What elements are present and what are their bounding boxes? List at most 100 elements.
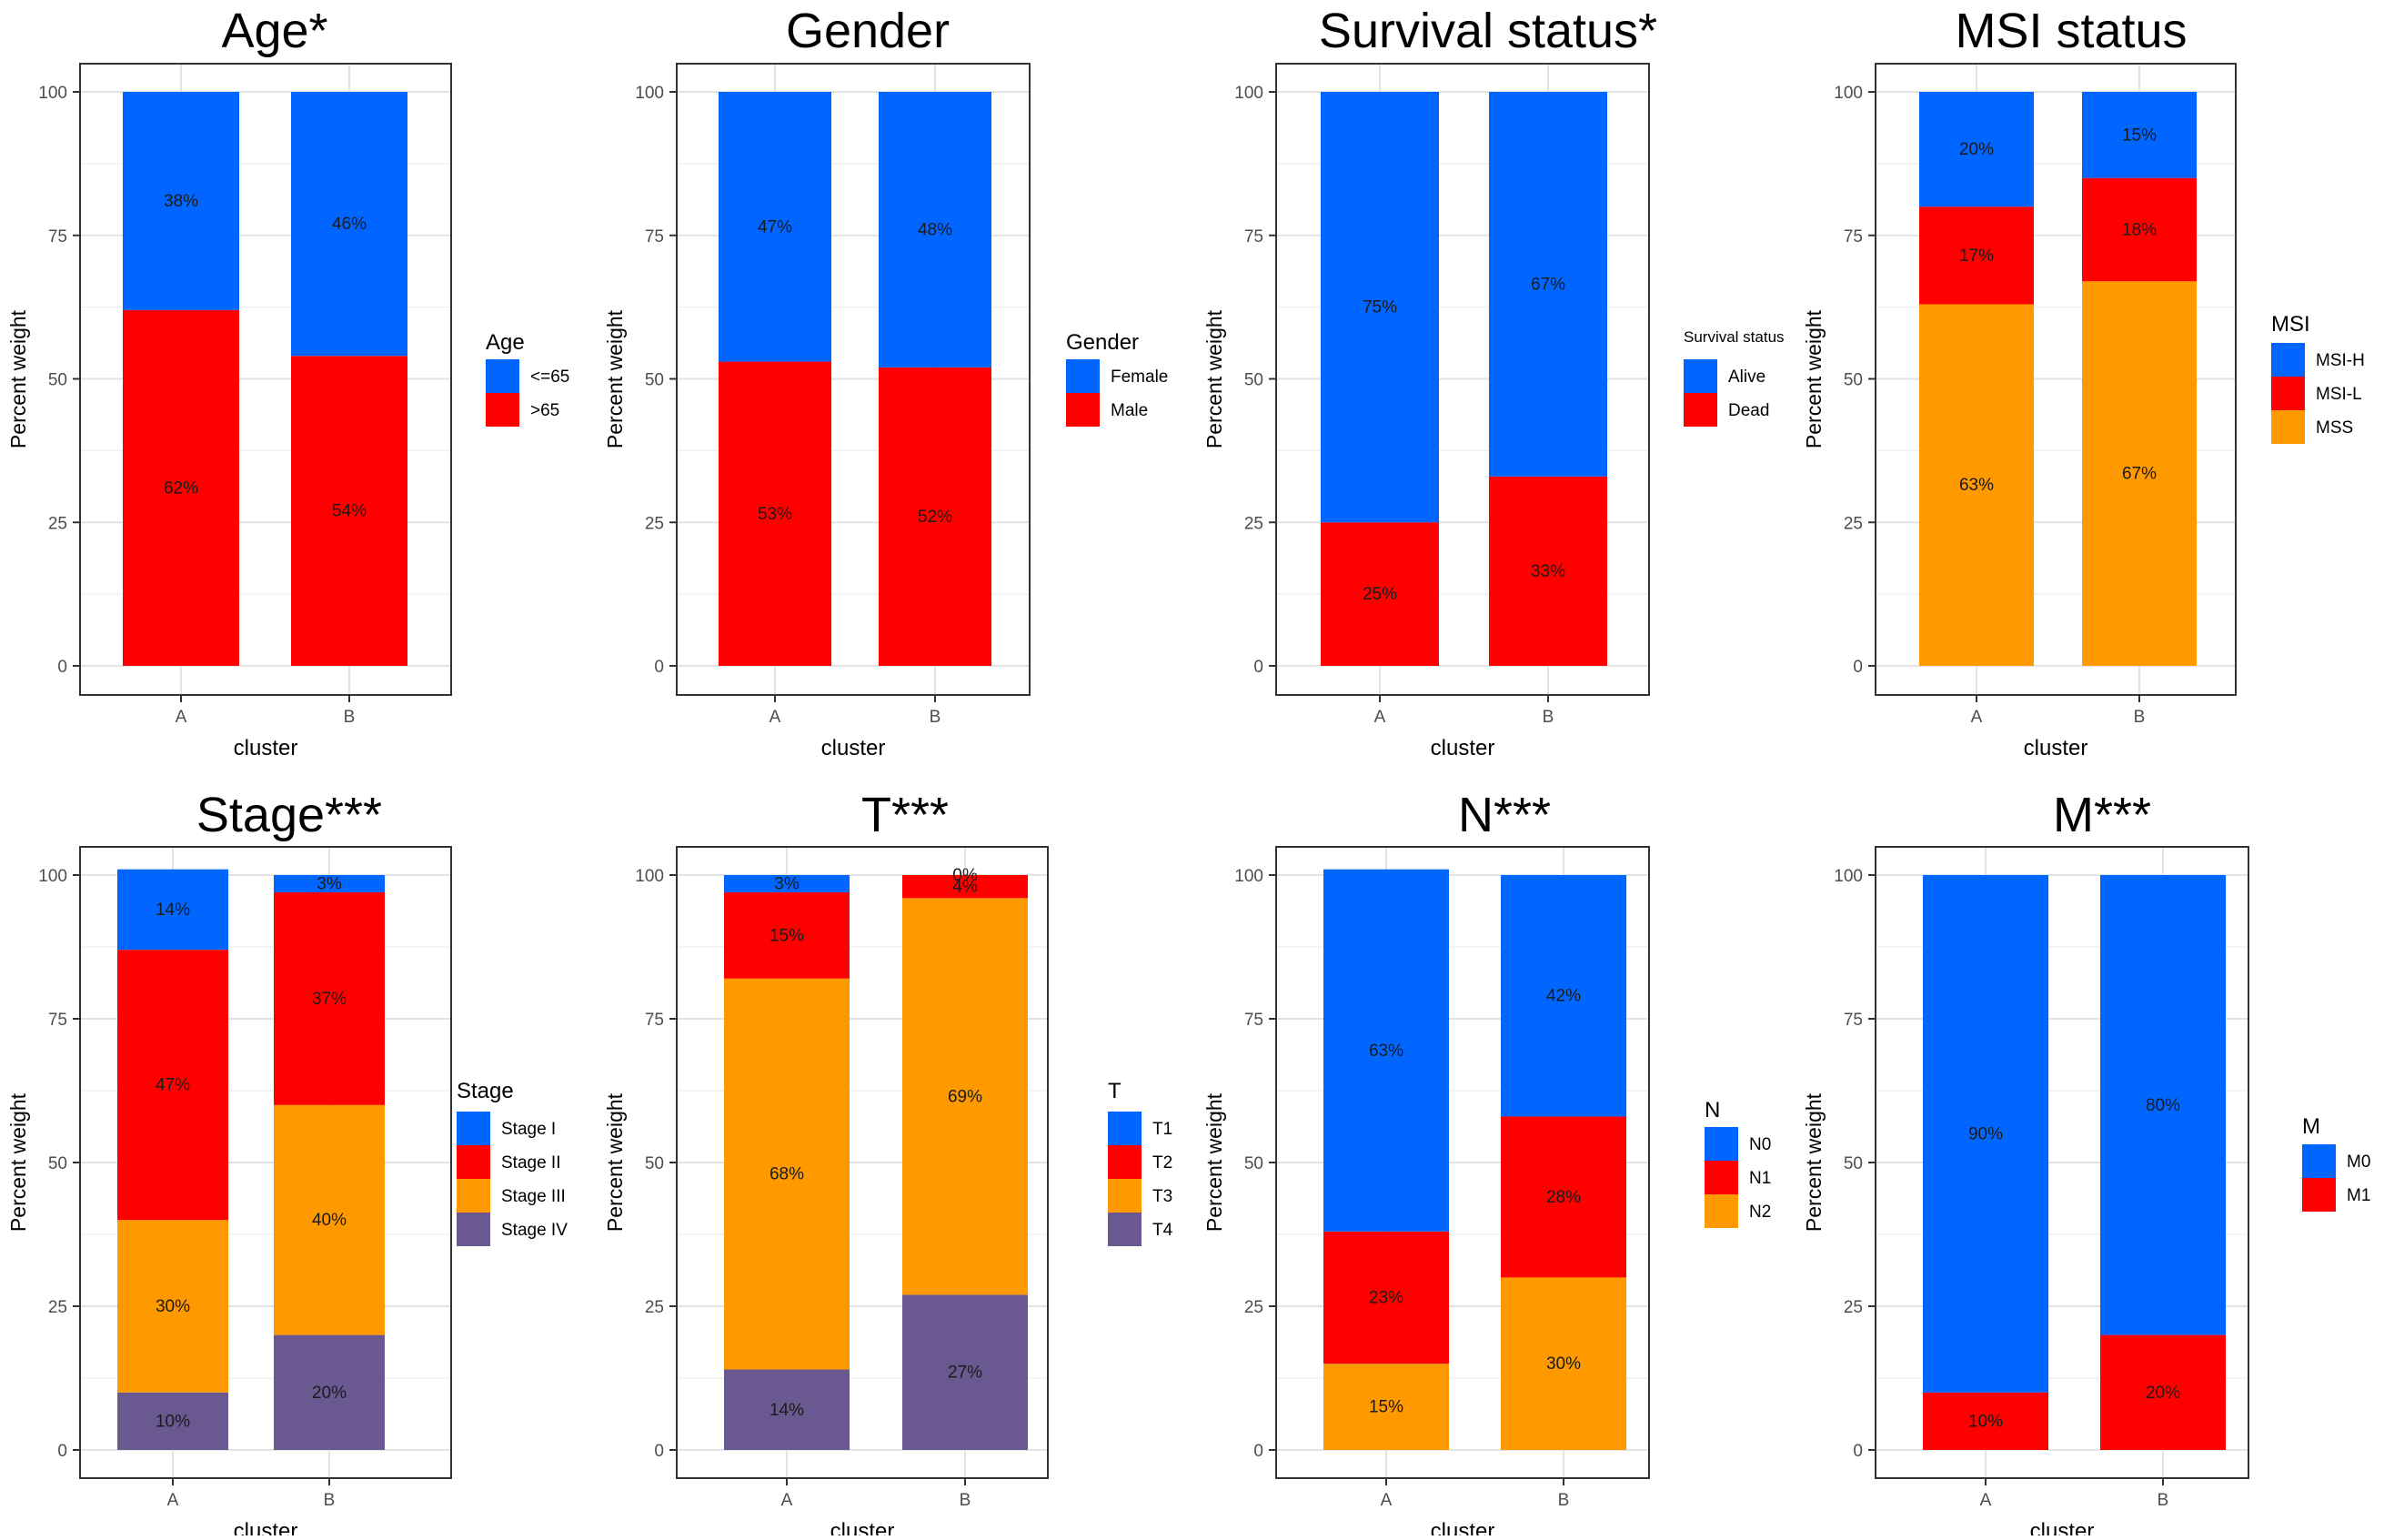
bar-t4-a xyxy=(724,1369,850,1450)
y-tick-label: 100 xyxy=(1234,867,1263,886)
plot-border xyxy=(1275,846,1650,1479)
data-label-t2-a: 15% xyxy=(770,926,804,945)
data-label-male-a: 53% xyxy=(758,505,792,524)
legend-swatch-stage-ii xyxy=(457,1145,490,1179)
chart-title: M*** xyxy=(2053,788,2151,842)
x-tick-label: B xyxy=(2134,708,2146,727)
y-tick-label: 25 xyxy=(645,514,664,533)
y-tick-label: 0 xyxy=(57,658,67,677)
x-axis-label: cluster xyxy=(234,736,298,760)
bar-male-b xyxy=(879,367,991,666)
y-tick-label: 0 xyxy=(1853,658,1863,677)
legend-label-mss: MSS xyxy=(2316,418,2353,438)
legend-swatch-n1 xyxy=(1705,1161,1738,1194)
chart-title: Stage*** xyxy=(196,788,382,842)
chart-title: Survival status* xyxy=(1319,4,1657,58)
y-axis-label: Percent weight xyxy=(603,309,627,448)
bar-stack-a: 63% 17% 20% xyxy=(1919,92,2034,666)
plot-border xyxy=(79,846,452,1479)
bar-65-b xyxy=(291,356,407,666)
plot-border xyxy=(79,63,452,696)
legend-label-msi-h: MSI-H xyxy=(2316,351,2365,370)
legend-label-n0: N0 xyxy=(1749,1135,1771,1154)
legend-label-m0: M0 xyxy=(2347,1152,2370,1172)
bar-msi-l-a xyxy=(1919,206,2034,305)
bar-65-a xyxy=(123,92,239,310)
bar-stage-iv-a xyxy=(117,1392,228,1450)
bar-msi-h-b xyxy=(2082,92,2197,178)
bar-stack-a: 10% 90% xyxy=(1923,875,2048,1450)
x-tick-label: B xyxy=(2158,1491,2169,1510)
y-tick-label: 50 xyxy=(645,371,664,390)
x-tick-label: A xyxy=(1980,1491,1992,1510)
bar-stack-b: 30% 28% 42% xyxy=(1501,875,1626,1450)
bar-65-a xyxy=(123,309,239,666)
bar-t3-a xyxy=(724,978,850,1370)
data-label-male-b: 52% xyxy=(918,508,952,527)
x-axis-label: cluster xyxy=(2030,1519,2095,1535)
y-tick-label: 50 xyxy=(1844,1154,1863,1173)
data-label-m1-b: 20% xyxy=(2146,1384,2180,1403)
legend-title: Survival status xyxy=(1684,328,1785,346)
legend-label-n2: N2 xyxy=(1749,1203,1771,1222)
data-label-n2-a: 15% xyxy=(1369,1398,1403,1417)
data-label-msi-l-b: 18% xyxy=(2122,220,2157,239)
legend-swatch-stage-i xyxy=(457,1112,490,1145)
bar-n1-b xyxy=(1501,1116,1626,1278)
bar-alive-a xyxy=(1321,92,1439,523)
legend-label-t1: T1 xyxy=(1152,1120,1172,1139)
y-tick-label: 25 xyxy=(48,514,67,533)
chart-panel-t: 0 25 50 75 100 14% 68% 15% 3% A 27% 69% 4%0% B T*** clu… xyxy=(603,788,1173,1540)
bar-stack-b: 27% 69% 4%0% xyxy=(902,866,1028,1450)
y-tick-label: 25 xyxy=(1244,514,1263,533)
y-tick-label: 100 xyxy=(1834,84,1863,103)
bar-t3-b xyxy=(902,898,1028,1295)
bar-stack-a: 15% 23% 63% xyxy=(1323,869,1449,1450)
legend-label-stage-iv: Stage IV xyxy=(501,1221,568,1240)
y-tick-label: 0 xyxy=(654,1442,664,1461)
data-label-stage-iii-a: 30% xyxy=(156,1297,190,1316)
bar-mss-b xyxy=(2082,281,2197,666)
x-tick-label: B xyxy=(324,1491,336,1510)
y-tick-label: 50 xyxy=(48,1154,67,1173)
data-label-mss-a: 63% xyxy=(1959,476,1994,495)
legend-label-stage-ii: Stage II xyxy=(501,1153,561,1173)
data-label-dead-a: 25% xyxy=(1363,585,1397,604)
bar-dead-a xyxy=(1321,522,1439,666)
legend: N N0 N1 N2 xyxy=(1705,1098,1771,1228)
legend-label-n1: N1 xyxy=(1749,1169,1771,1188)
legend-label-t3: T3 xyxy=(1152,1187,1172,1206)
data-label-female-a: 47% xyxy=(758,217,792,237)
legend-swatch-n2 xyxy=(1705,1194,1738,1228)
y-tick-label: 25 xyxy=(1844,1298,1863,1317)
chart-title: Gender xyxy=(786,4,950,58)
y-axis-label: Percent weight xyxy=(1202,309,1226,448)
legend-swatch-t4 xyxy=(1108,1213,1142,1246)
y-tick-label: 0 xyxy=(57,1442,67,1461)
bar-stack-b: 52% 48% xyxy=(879,92,991,666)
bar-65-b xyxy=(291,92,407,357)
bar-t1-a xyxy=(724,875,850,892)
legend-swatch-65 xyxy=(486,359,519,393)
x-tick-label: A xyxy=(167,1491,179,1510)
legend-title: Gender xyxy=(1066,330,1139,355)
y-tick-label: 100 xyxy=(38,84,67,103)
y-tick-label: 75 xyxy=(48,227,67,247)
y-tick-label: 100 xyxy=(1234,84,1263,103)
legend: Gender Female Male xyxy=(1066,330,1168,427)
legend: Age<=65 >65 xyxy=(486,330,569,427)
legend-label-male: Male xyxy=(1111,401,1148,420)
bar-stage-i-b xyxy=(274,875,385,892)
bar-t2-a xyxy=(724,891,850,979)
y-tick-label: 0 xyxy=(1253,1442,1263,1461)
bar-stack-b: 20% 40% 37% 3% xyxy=(274,874,385,1450)
bar-n2-b xyxy=(1501,1277,1626,1450)
y-tick-label: 50 xyxy=(1244,371,1263,390)
bar-stage-iii-a xyxy=(117,1220,228,1393)
legend-swatch-male xyxy=(1066,393,1100,427)
data-label-alive-b: 67% xyxy=(1531,275,1565,294)
bar-n2-a xyxy=(1323,1364,1449,1450)
y-tick-label: 75 xyxy=(1844,1011,1863,1030)
x-tick-label: A xyxy=(1971,708,1983,727)
data-label-msi-h-b: 15% xyxy=(2122,126,2157,145)
